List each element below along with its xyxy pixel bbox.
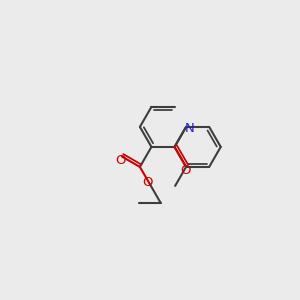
- Text: O: O: [116, 154, 126, 167]
- Text: N: N: [185, 122, 194, 135]
- Text: O: O: [142, 176, 152, 189]
- Text: O: O: [180, 164, 191, 177]
